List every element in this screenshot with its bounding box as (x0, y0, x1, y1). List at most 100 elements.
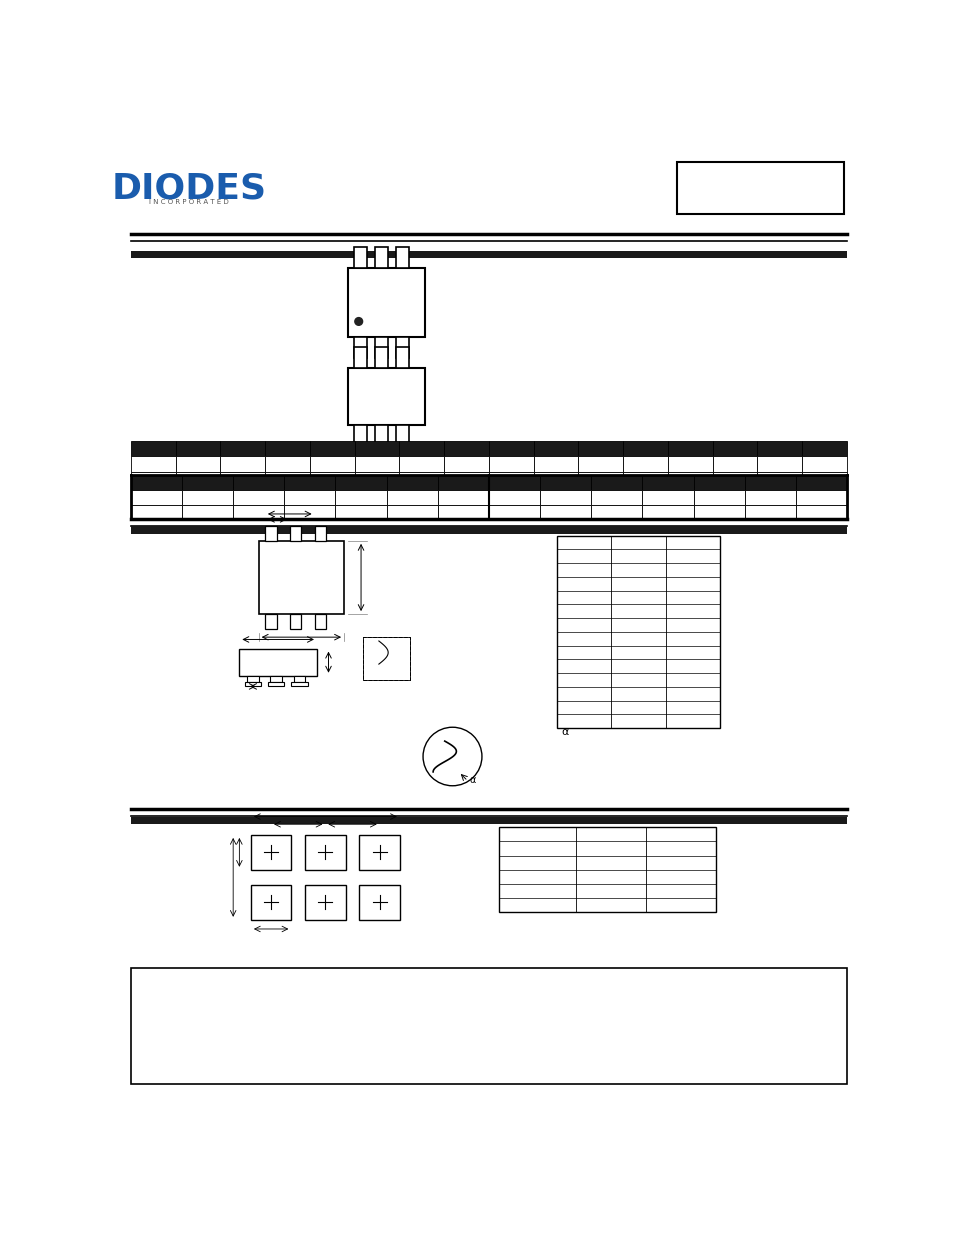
Bar (795, 505, 846, 520)
Bar (488, 441, 533, 456)
Text: α: α (469, 774, 476, 784)
Bar (488, 475, 539, 490)
Bar (220, 441, 265, 456)
Bar (355, 441, 399, 456)
Bar (354, 425, 367, 446)
Text: I N C O R P O R A T E D: I N C O R P O R A T E D (149, 199, 229, 205)
Bar (265, 526, 276, 541)
Bar (667, 472, 712, 487)
Bar (182, 505, 233, 520)
Bar (395, 247, 409, 268)
Bar (251, 835, 291, 869)
Bar (131, 456, 175, 472)
Bar (578, 472, 622, 487)
Bar (284, 505, 335, 520)
Text: α: α (560, 727, 568, 737)
Bar (131, 475, 182, 490)
Bar (591, 505, 641, 520)
Bar (294, 676, 305, 682)
Bar (359, 835, 399, 869)
Bar (265, 456, 310, 472)
Bar (801, 441, 846, 456)
Bar (233, 475, 284, 490)
Bar (795, 490, 846, 505)
Bar (498, 827, 716, 911)
Bar (354, 347, 367, 368)
Bar (375, 347, 388, 368)
Bar (444, 456, 488, 472)
Bar (539, 490, 591, 505)
Bar (757, 456, 801, 472)
Bar (335, 490, 386, 505)
Bar (437, 490, 488, 505)
Bar (355, 472, 399, 487)
Bar (437, 505, 488, 520)
Bar (290, 526, 301, 541)
Bar (233, 505, 284, 520)
Bar (247, 676, 258, 682)
Bar (131, 526, 846, 534)
Bar (557, 536, 720, 727)
Bar (220, 456, 265, 472)
Bar (265, 441, 310, 456)
Bar (310, 456, 355, 472)
Bar (131, 251, 846, 258)
Bar (239, 648, 316, 676)
Circle shape (422, 727, 481, 785)
Bar (305, 885, 345, 920)
Bar (677, 162, 843, 215)
Bar (386, 505, 437, 520)
Bar (744, 505, 795, 520)
Bar (131, 968, 846, 1084)
Bar (355, 456, 399, 472)
Bar (801, 456, 846, 472)
Bar (667, 441, 712, 456)
Bar (539, 475, 591, 490)
Bar (533, 472, 578, 487)
Bar (265, 614, 276, 630)
Bar (354, 247, 367, 268)
Bar (290, 614, 301, 630)
Bar (801, 472, 846, 487)
Bar (363, 637, 410, 679)
Bar (182, 490, 233, 505)
Bar (131, 505, 182, 520)
Bar (354, 337, 367, 358)
Bar (268, 682, 284, 685)
Bar (310, 441, 355, 456)
Bar (399, 441, 444, 456)
Bar (712, 472, 757, 487)
Bar (359, 885, 399, 920)
Bar (693, 490, 744, 505)
Bar (233, 490, 284, 505)
Bar (305, 835, 345, 869)
Bar (314, 526, 326, 541)
Bar (578, 441, 622, 456)
Bar (757, 472, 801, 487)
Circle shape (355, 317, 362, 325)
Bar (641, 475, 693, 490)
Bar (641, 505, 693, 520)
Bar (488, 505, 539, 520)
Bar (712, 441, 757, 456)
Bar (444, 472, 488, 487)
Bar (314, 614, 326, 630)
Bar (335, 505, 386, 520)
Bar (757, 441, 801, 456)
Bar (335, 475, 386, 490)
Bar (539, 505, 591, 520)
Bar (363, 637, 410, 679)
Bar (175, 472, 220, 487)
Bar (444, 441, 488, 456)
Bar (348, 368, 425, 425)
Bar (245, 682, 261, 685)
Bar (795, 475, 846, 490)
Bar (395, 425, 409, 446)
Bar (386, 490, 437, 505)
Bar (182, 475, 233, 490)
Bar (622, 472, 667, 487)
Bar (310, 472, 355, 487)
Bar (399, 456, 444, 472)
Bar (744, 475, 795, 490)
Bar (533, 441, 578, 456)
